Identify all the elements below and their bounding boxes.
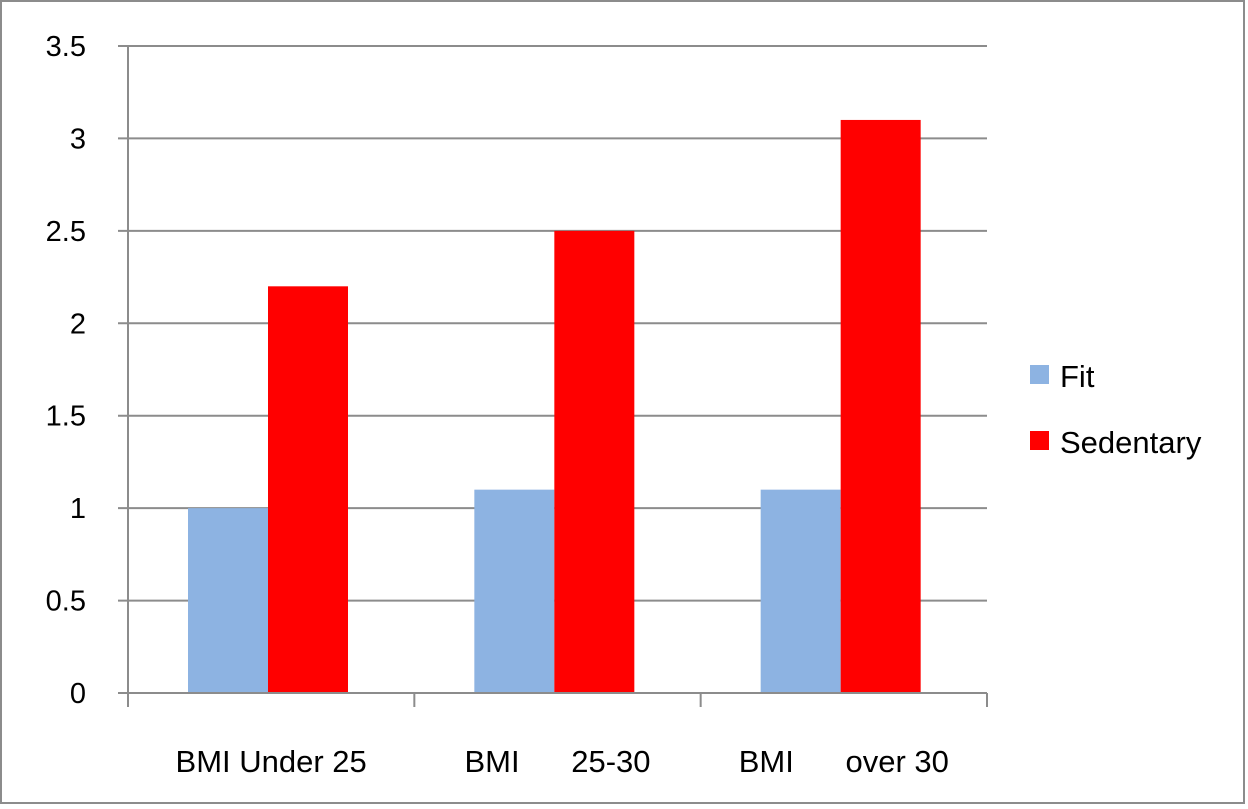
bar-fit-1 [474,489,555,693]
legend-swatch-sedentary [1030,431,1049,450]
y-tick-labels: 0 0.5 1 1.5 2 2.5 3 3.5 [46,31,86,710]
bar-fit-2 [760,489,841,693]
y-tick-label: 2.5 [46,216,86,248]
legend-label-fit: Fit [1060,359,1095,394]
y-tick-label: 2 [70,308,86,340]
y-tick-label: 3.5 [46,31,86,63]
y-tick-label: 3 [70,123,86,155]
bars [188,119,921,693]
y-tick-label: 1.5 [46,401,86,433]
y-tick-label: 0 [70,678,86,710]
axes [118,46,988,707]
bar-sedentary-1 [554,230,635,693]
y-tick-label: 1 [70,493,86,525]
bar-sedentary-0 [268,286,348,693]
x-tick-label: BMI 25-30 [464,744,650,779]
y-tick-label: 0.5 [46,586,86,618]
legend: Fit Sedentary [1030,359,1202,460]
bar-sedentary-2 [840,119,921,693]
x-tick-labels: BMI Under 25 BMI 25-30 BMI over 30 [176,744,949,779]
x-tick-label: BMI Under 25 [176,744,367,779]
bar-fit-0 [188,508,268,693]
legend-swatch-fit [1030,365,1049,384]
x-tick-label: BMI over 30 [739,744,949,779]
legend-label-sedentary: Sedentary [1060,425,1202,460]
